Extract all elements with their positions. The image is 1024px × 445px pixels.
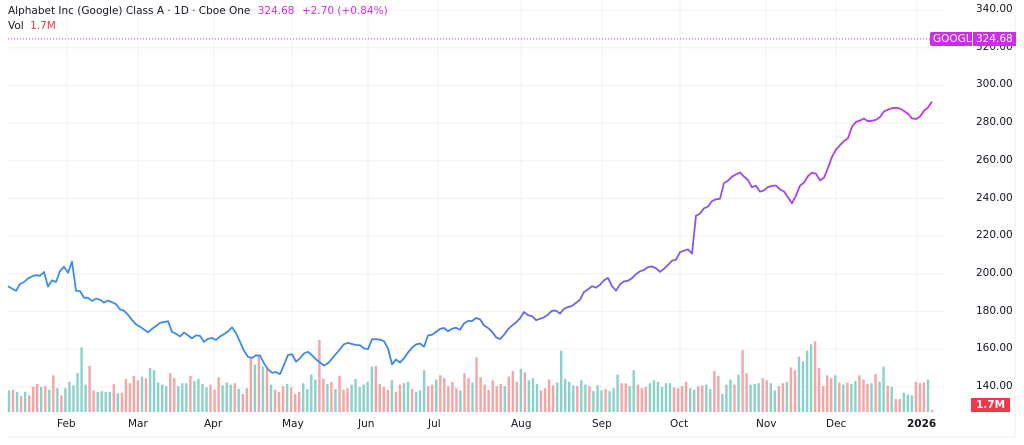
last-price: 324.68 <box>257 5 295 17</box>
x-tick-label: Aug <box>511 418 532 430</box>
chart-legend: Alphabet Inc (Google) Class A · 1D · Cbo… <box>8 4 388 34</box>
volume-label: Vol <box>8 20 24 32</box>
y-tick-label: 240.00 <box>976 191 1013 204</box>
y-tick-label: 340.00 <box>976 3 1013 15</box>
last-price-tag-value: 324.68 <box>976 33 1013 45</box>
volume-tag-value: 1.7M <box>976 399 1006 411</box>
x-tick-label: 2026 <box>907 418 937 430</box>
x-tick-label: Jun <box>358 418 375 430</box>
legend-title-row: Alphabet Inc (Google) Class A · 1D · Cbo… <box>8 4 388 19</box>
volume-value: 1.7M <box>30 20 56 32</box>
y-tick-label: 200.00 <box>976 266 1013 279</box>
volume-bars <box>7 340 934 412</box>
y-tick-label: 280.00 <box>976 116 1013 129</box>
volume-tag: 1.7M <box>971 398 1011 412</box>
x-tick-label: Nov <box>756 418 777 430</box>
y-tick-label: 300.00 <box>976 78 1013 91</box>
y-tick-label: 220.00 <box>976 229 1013 242</box>
x-tick-label: Jul <box>428 418 441 430</box>
x-tick-label: Feb <box>57 418 76 430</box>
price-change: +2.70 (+0.84%) <box>301 5 388 17</box>
legend-volume-row: Vol 1.7M <box>8 19 388 34</box>
y-tick-label: 260.00 <box>976 153 1013 166</box>
x-tick-label: Apr <box>204 418 223 430</box>
symbol-price-tag: GOOGL <box>930 32 975 46</box>
symbol-title: Alphabet Inc (Google) Class A · 1D · Cbo… <box>8 5 251 17</box>
grid-lines <box>8 0 945 412</box>
x-tick-label: Sep <box>592 418 612 430</box>
y-tick-label: 160.00 <box>976 342 1013 355</box>
price-line <box>7 101 933 376</box>
x-tick-label: Dec <box>826 418 847 430</box>
symbol-tag-label: GOOGL <box>933 33 972 45</box>
y-tick-label: 180.00 <box>976 304 1013 317</box>
x-tick-label: May <box>282 418 304 430</box>
y-tick-label: 140.00 <box>976 380 1013 392</box>
x-tick-label: Mar <box>128 418 148 430</box>
x-tick-label: Oct <box>670 418 689 430</box>
last-price-tag: 324.68 <box>972 32 1016 46</box>
